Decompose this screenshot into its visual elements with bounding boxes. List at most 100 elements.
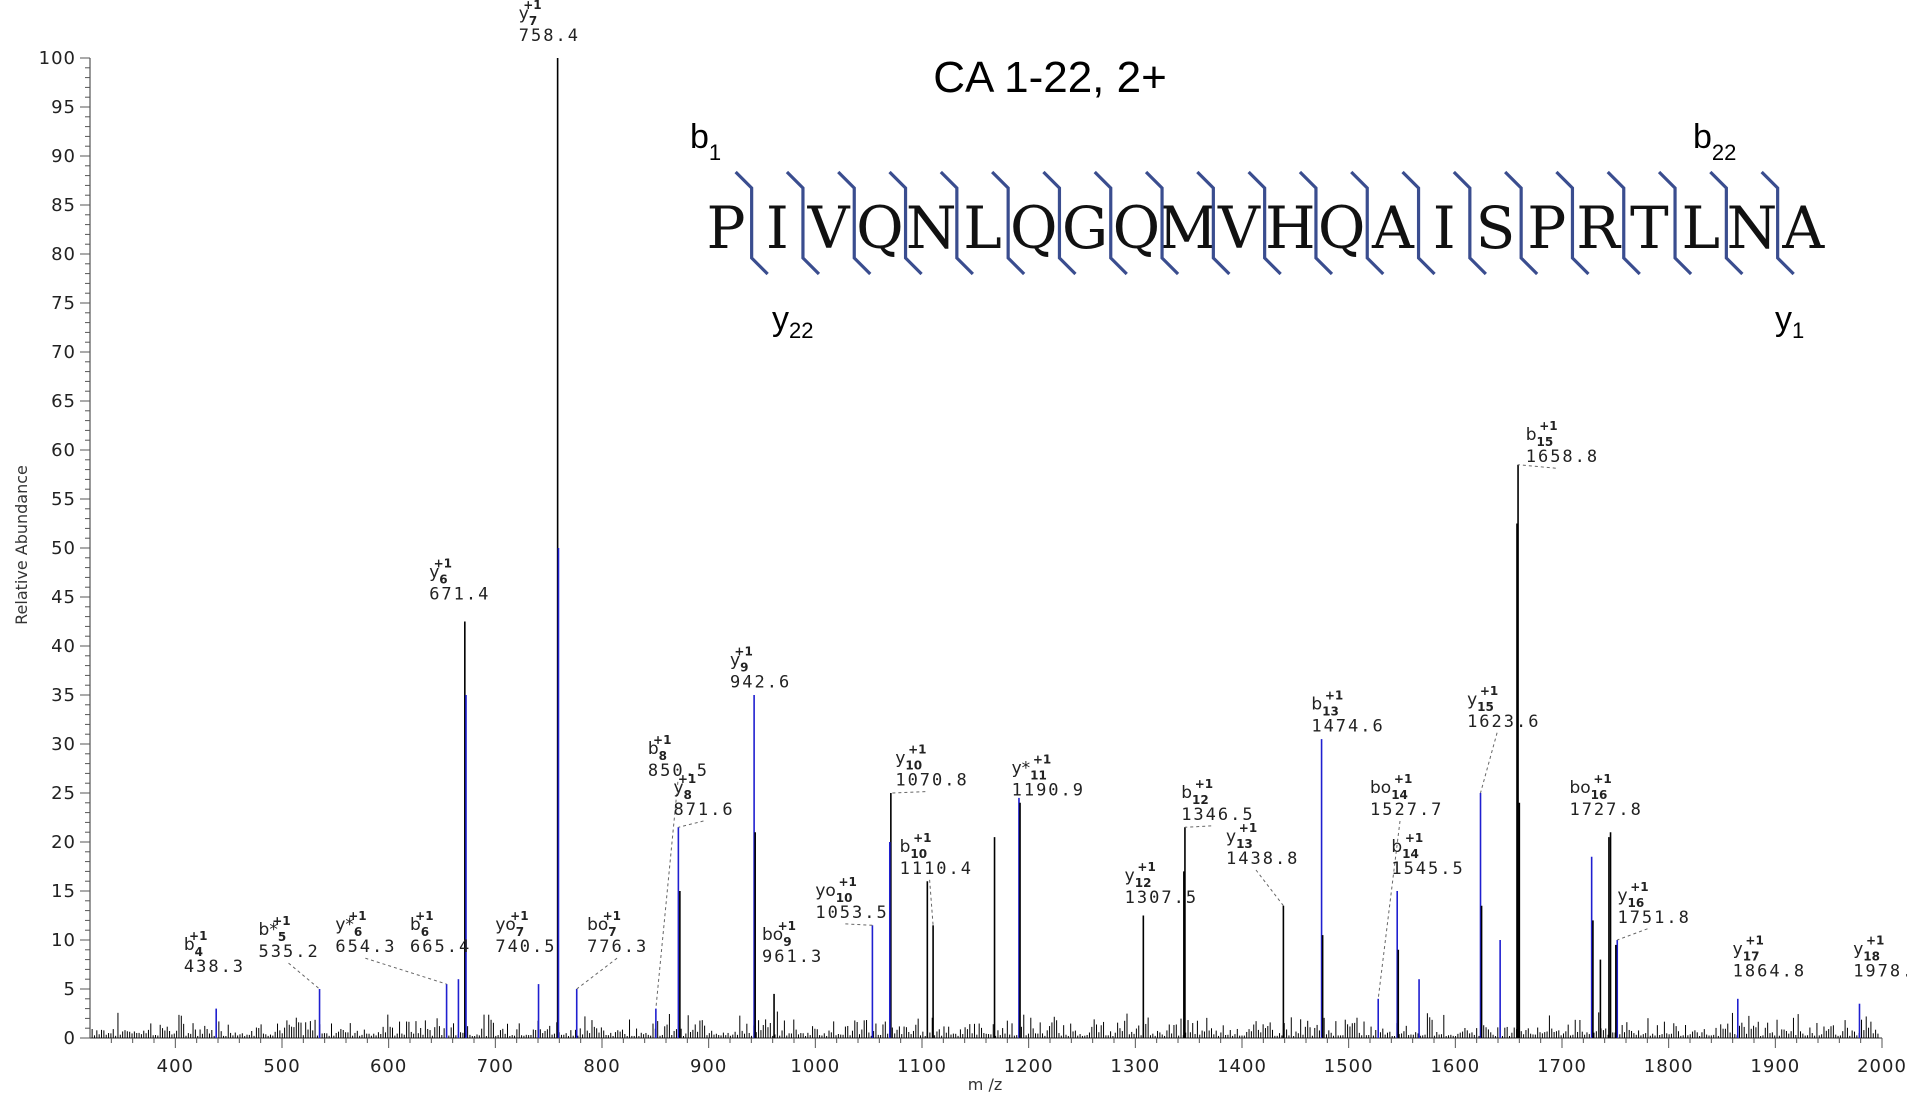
mz-label: 1527.7 xyxy=(1370,800,1443,820)
x-tick-label: 1800 xyxy=(1644,1056,1694,1077)
residue: H xyxy=(1265,194,1316,262)
cleavage-bracket xyxy=(991,170,1026,276)
residue: N xyxy=(1727,194,1778,262)
x-tick-label: 1200 xyxy=(1004,1056,1054,1077)
residue: V xyxy=(1217,194,1261,262)
x-tick-label: 1700 xyxy=(1537,1056,1587,1077)
ion-label: y8+1 xyxy=(673,772,696,802)
residue: Q xyxy=(1010,194,1058,262)
annotation-leader xyxy=(890,791,926,794)
cleavage-bracket xyxy=(785,170,821,276)
mz-label: 1658.8 xyxy=(1526,447,1599,467)
annotation-leader xyxy=(365,957,447,985)
mz-label: 1727.8 xyxy=(1569,800,1642,820)
y-tick-label: 0 xyxy=(64,1028,76,1049)
x-tick-label: 1400 xyxy=(1217,1056,1267,1077)
y-tick-label: 55 xyxy=(51,489,76,510)
y-tick-label: 75 xyxy=(51,293,76,314)
ion-label: y16+1 xyxy=(1617,880,1648,910)
residue: I xyxy=(766,194,789,262)
annotation-leader xyxy=(845,923,873,926)
mz-label: 1978.9 xyxy=(1853,962,1907,982)
b-start-label: b1 xyxy=(690,118,721,165)
y-tick-label: 45 xyxy=(51,587,76,608)
residue: M xyxy=(1158,194,1217,262)
residue: L xyxy=(1681,194,1720,262)
ion-label: y7+1 xyxy=(519,0,542,28)
ion-label: y6+1 xyxy=(429,556,452,586)
x-tick-label: 800 xyxy=(583,1056,620,1077)
mz-label: 535.2 xyxy=(259,942,320,962)
x-axis: 400 500 600 700 800 900 1000 1100 1200 1300 1400 15… xyxy=(90,1037,1906,1077)
mz-label: 1864.8 xyxy=(1733,962,1806,982)
cleavage-bracket xyxy=(837,170,872,276)
ion-label: y18+1 xyxy=(1853,934,1884,964)
annotation-leader xyxy=(1184,825,1212,828)
residue: L xyxy=(963,194,1002,262)
mz-label: 1438.8 xyxy=(1226,849,1299,869)
y-tick-label: 10 xyxy=(51,930,76,951)
mz-label: 1474.6 xyxy=(1311,717,1384,737)
mz-label: 671.4 xyxy=(429,584,490,604)
annotation-leaders xyxy=(288,464,1648,1009)
y-tick-label: 40 xyxy=(51,636,76,657)
mz-label: 1346.5 xyxy=(1181,805,1254,825)
y-tick-label: 80 xyxy=(51,244,76,265)
x-tick-label: 500 xyxy=(263,1056,300,1077)
mz-label: 961.3 xyxy=(762,947,823,967)
ion-label: b15+1 xyxy=(1526,419,1558,449)
ion-label: bo9+1 xyxy=(762,919,796,949)
residue: V xyxy=(807,194,851,262)
ion-label: y15+1 xyxy=(1467,684,1498,714)
ion-label: yo10+1 xyxy=(815,875,857,905)
mz-label: 654.3 xyxy=(335,937,396,957)
ion-label: yo7+1 xyxy=(495,909,528,939)
cleavage-bracket xyxy=(1247,170,1282,276)
mz-label: 665.4 xyxy=(410,937,471,957)
mz-label: 1751.8 xyxy=(1617,908,1690,928)
b-end-label: b22 xyxy=(1693,118,1736,165)
ion-label: b10+1 xyxy=(900,831,932,861)
y-tick-label: 30 xyxy=(51,734,76,755)
y-tick-label: 85 xyxy=(51,195,76,216)
ion-label: y13+1 xyxy=(1226,821,1257,851)
mz-label: 438.3 xyxy=(184,957,245,977)
residue: P xyxy=(1527,194,1566,262)
ion-label: y9+1 xyxy=(730,645,753,675)
x-tick-label: 1600 xyxy=(1430,1056,1480,1077)
annotation-leader xyxy=(1518,464,1556,469)
ion-label: bo16+1 xyxy=(1569,772,1611,802)
mz-label: 942.6 xyxy=(730,673,791,693)
ion-label: bo7+1 xyxy=(587,909,621,939)
y-tick-label: 65 xyxy=(51,391,76,412)
cleavage-bracket xyxy=(1350,170,1385,276)
cleavage-bracket xyxy=(1144,170,1180,276)
cleavage-bracket xyxy=(1196,170,1231,276)
cleavage-bracket xyxy=(1760,170,1795,276)
peptide-sequence: P I V Q N L Q G QM V H Q A I S P R T L N A xyxy=(706,170,1825,276)
residue: N xyxy=(906,194,957,262)
x-tick-label: 600 xyxy=(370,1056,407,1077)
y-tick-label: 15 xyxy=(51,881,76,902)
cleavage-bracket xyxy=(888,170,923,276)
y-axis-title: Relative Abundance xyxy=(12,465,31,625)
annotation-leader xyxy=(576,957,618,990)
residue: Q xyxy=(1113,194,1161,262)
mz-label: 740.5 xyxy=(495,937,556,957)
y-tick-label: 90 xyxy=(51,146,76,167)
ion-label: y*11+1 xyxy=(1012,752,1052,782)
